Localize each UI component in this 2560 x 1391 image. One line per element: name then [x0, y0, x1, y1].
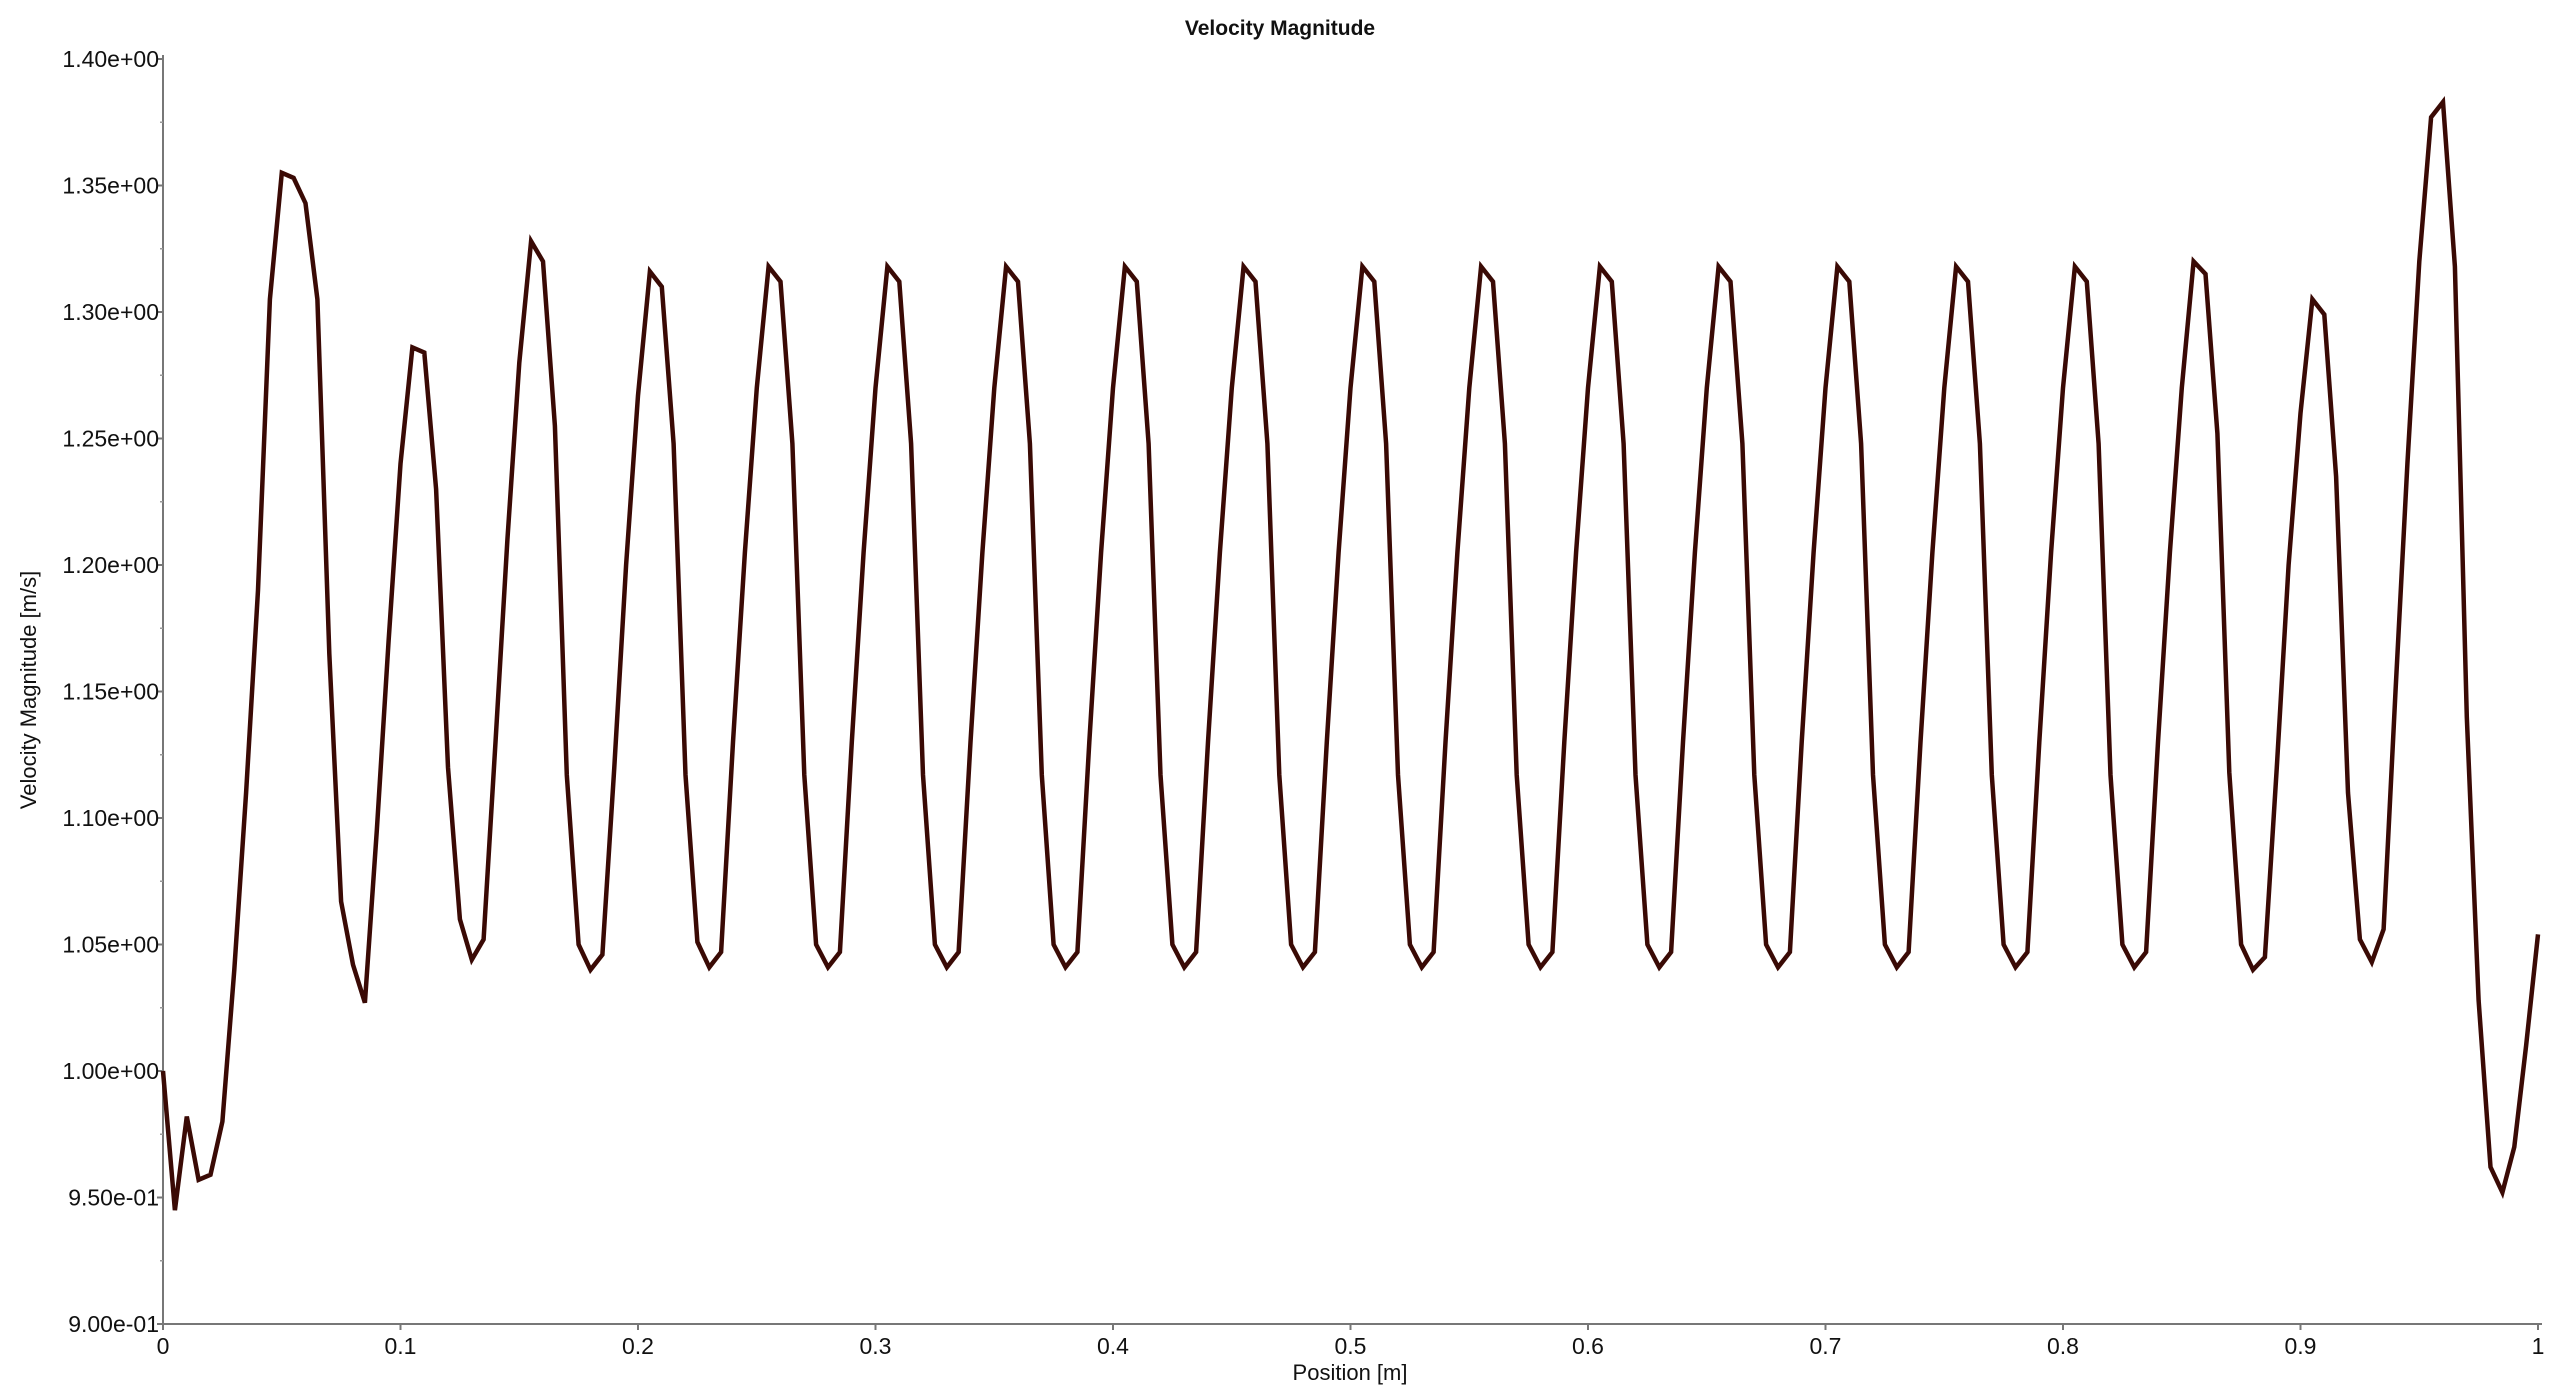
x-tick-label: 1	[2532, 1333, 2545, 1359]
x-tick-label: 0.5	[1335, 1333, 1367, 1359]
x-tick-label: 0	[157, 1333, 170, 1359]
y-axis-label: Velocity Magnitude [m/s]	[16, 571, 41, 809]
y-tick-label: 9.00e-01	[68, 1311, 159, 1337]
velocity-magnitude-line	[160, 96, 2541, 1211]
x-tick-label: 0.3	[860, 1333, 892, 1359]
x-tick-label: 0.9	[2285, 1333, 2317, 1359]
y-tick-label: 1.15e+00	[62, 679, 159, 705]
x-tick-label: 0.2	[622, 1333, 654, 1359]
y-tick-label: 9.50e-01	[68, 1185, 159, 1211]
x-tick-label: 0.7	[1810, 1333, 1842, 1359]
y-tick-label: 1.30e+00	[62, 299, 159, 325]
x-tick-label: 0.6	[1572, 1333, 1604, 1359]
y-tick-label: 1.25e+00	[62, 426, 159, 452]
y-tick-label: 1.20e+00	[62, 552, 159, 578]
y-tick-label: 1.05e+00	[62, 932, 159, 958]
y-tick-label: 1.40e+00	[62, 46, 159, 72]
y-tick-label: 1.10e+00	[62, 805, 159, 831]
x-tick-label: 0.4	[1097, 1333, 1129, 1359]
y-tick-label: 1.35e+00	[62, 173, 159, 199]
x-tick-label: 0.8	[2047, 1333, 2079, 1359]
x-axis-label: Position [m]	[1293, 1360, 1408, 1385]
y-tick-label: 1.00e+00	[62, 1058, 159, 1084]
chart-title: Velocity Magnitude	[1185, 17, 1375, 40]
x-tick-label: 0.1	[385, 1333, 417, 1359]
